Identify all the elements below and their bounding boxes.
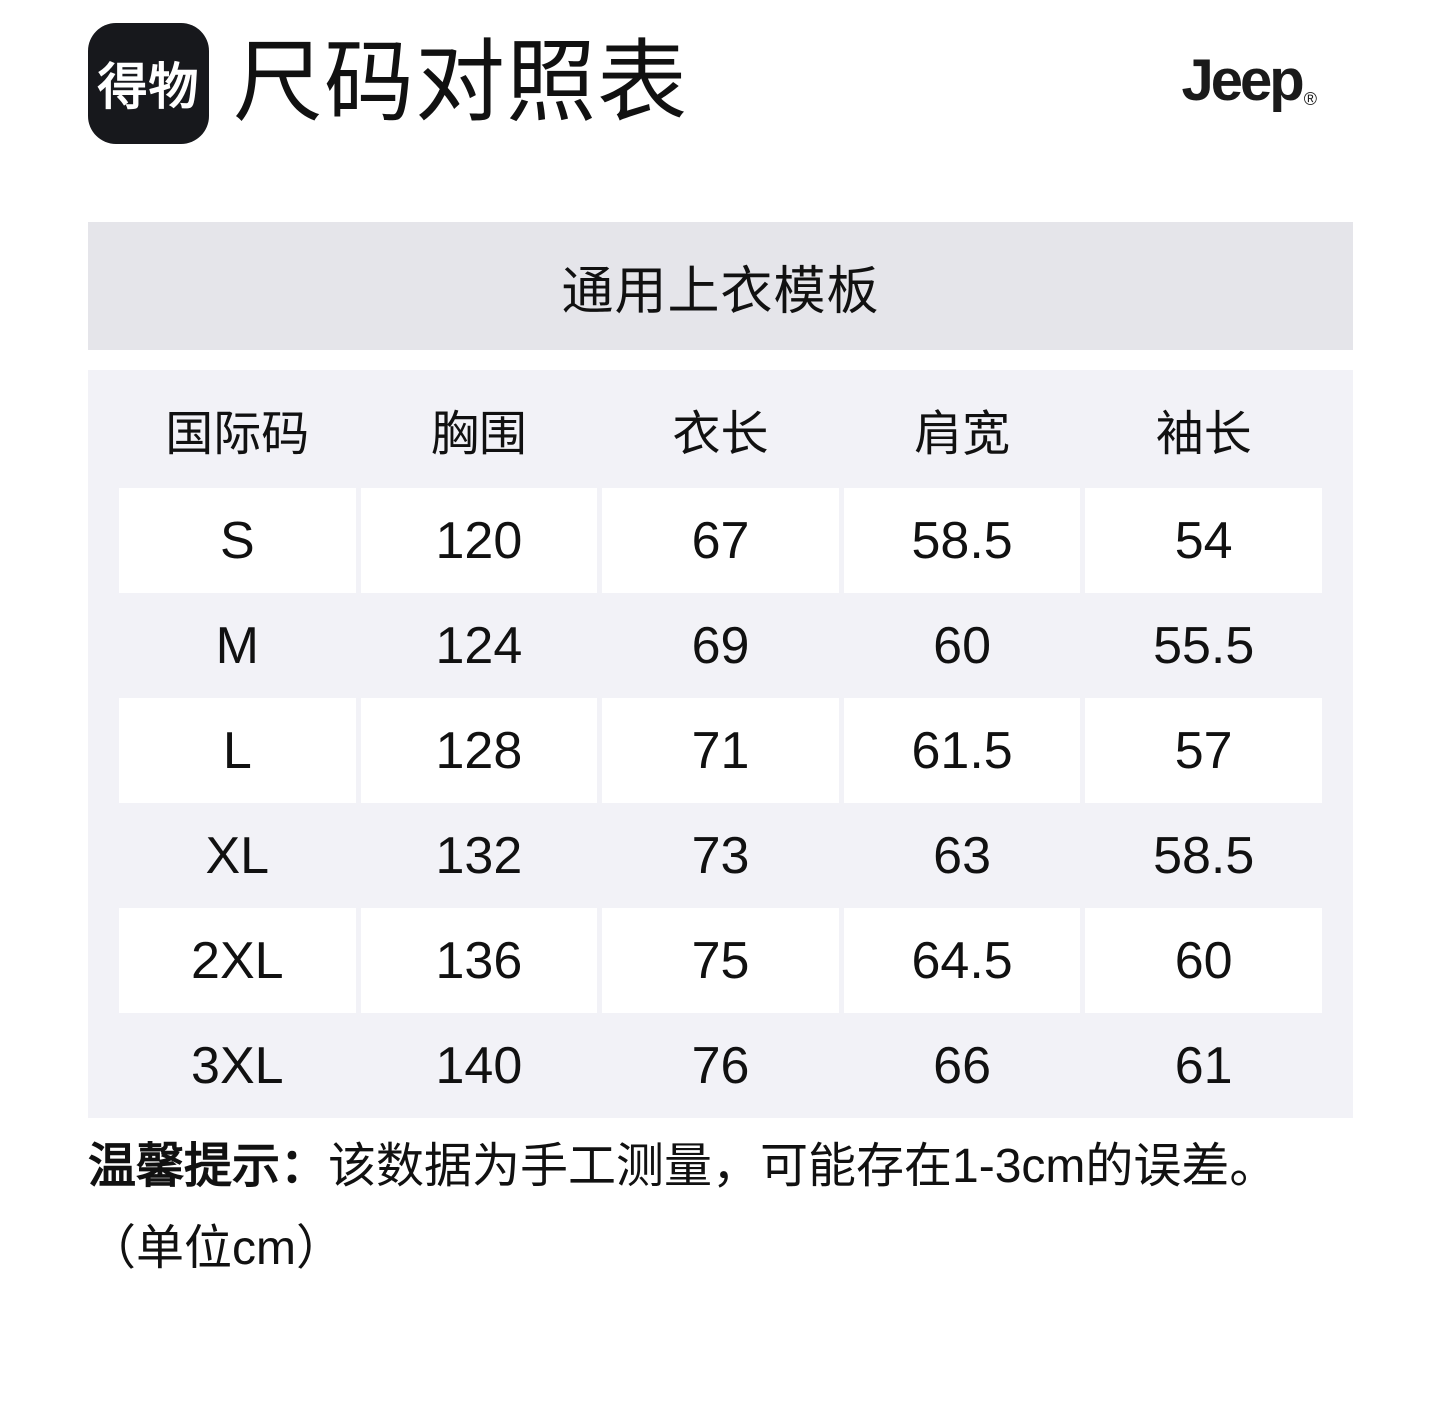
app-header: 得物 尺码对照表 Jeep ® <box>88 22 1355 144</box>
table-row: XL 132 73 63 58.5 <box>88 803 1353 908</box>
value-cell: 75 <box>602 908 839 1013</box>
value-cell: 69 <box>691 616 750 675</box>
value-cell: 55.5 <box>1153 616 1255 675</box>
value-cell: 67 <box>602 488 839 593</box>
column-header-sleeve: 袖长 <box>1155 408 1252 461</box>
value-cell: 60 <box>933 616 992 675</box>
value-cell: 71 <box>602 698 839 803</box>
note-label: 温馨提示： <box>88 1140 329 1193</box>
unit-note: （单位cm） <box>88 1221 344 1275</box>
jeep-brand-logo: Jeep ® <box>1182 52 1317 110</box>
jeep-brand-text: Jeep <box>1181 48 1305 113</box>
size-table: 国际码 胸围 衣长 肩宽 袖长 S 120 67 58.5 54 M 124 69 60 55.5… <box>88 370 1353 1118</box>
table-row: L 128 71 61.5 57 <box>88 698 1353 803</box>
value-cell: 73 <box>691 826 750 885</box>
size-cell: XL <box>205 826 270 885</box>
column-header-shoulder: 肩宽 <box>914 408 1011 461</box>
table-row: S 120 67 58.5 54 <box>88 488 1353 593</box>
value-cell: 132 <box>435 826 523 885</box>
value-cell: 61.5 <box>843 698 1081 803</box>
value-cell: 61 <box>1174 1036 1233 1095</box>
value-cell: 58.5 <box>843 488 1081 593</box>
size-cell: 3XL <box>191 1036 284 1095</box>
page-title: 尺码对照表 <box>233 33 688 133</box>
size-cell: S <box>119 488 356 593</box>
column-header-chest: 胸围 <box>430 408 527 461</box>
value-cell: 58.5 <box>1153 826 1255 885</box>
value-cell: 128 <box>360 698 598 803</box>
table-header-row: 国际码 胸围 衣长 肩宽 袖长 <box>88 370 1353 488</box>
size-cell: L <box>119 698 356 803</box>
template-title: 通用上衣模板 <box>561 262 880 321</box>
value-cell: 54 <box>1085 488 1322 593</box>
dewu-logo: 得物 <box>88 22 209 144</box>
value-cell: 124 <box>435 616 523 675</box>
table-row: M 124 69 60 55.5 <box>88 593 1353 698</box>
size-cell: M <box>215 616 259 675</box>
column-header-size: 国际码 <box>165 408 310 461</box>
size-cell: 2XL <box>119 908 356 1013</box>
note-body: 该数据为手工测量，可能存在1-3cm的误差。 <box>328 1140 1278 1193</box>
table-rows: S 120 67 58.5 54 M 124 69 60 55.5 L 128 71 61.5 57 XL 13… <box>88 488 1353 1118</box>
table-row: 2XL 136 75 64.5 60 <box>88 908 1353 1013</box>
value-cell: 140 <box>435 1036 523 1095</box>
template-title-band: 通用上衣模板 <box>88 222 1353 350</box>
value-cell: 60 <box>1085 908 1322 1013</box>
value-cell: 63 <box>933 826 992 885</box>
column-header-length: 衣长 <box>672 408 769 461</box>
footer-note: 温馨提示：该数据为手工测量，可能存在1-3cm的误差。 （单位cm） <box>88 1126 1398 1289</box>
value-cell: 136 <box>360 908 598 1013</box>
note-line: 温馨提示：该数据为手工测量，可能存在1-3cm的误差。 <box>88 1126 1398 1208</box>
registered-trademark-icon: ® <box>1303 89 1317 109</box>
value-cell: 120 <box>360 488 598 593</box>
dewu-logo-text: 得物 <box>97 59 200 115</box>
value-cell: 66 <box>933 1036 992 1095</box>
value-cell: 57 <box>1085 698 1322 803</box>
value-cell: 76 <box>691 1036 750 1095</box>
table-row: 3XL 140 76 66 61 <box>88 1013 1353 1118</box>
value-cell: 64.5 <box>843 908 1081 1013</box>
